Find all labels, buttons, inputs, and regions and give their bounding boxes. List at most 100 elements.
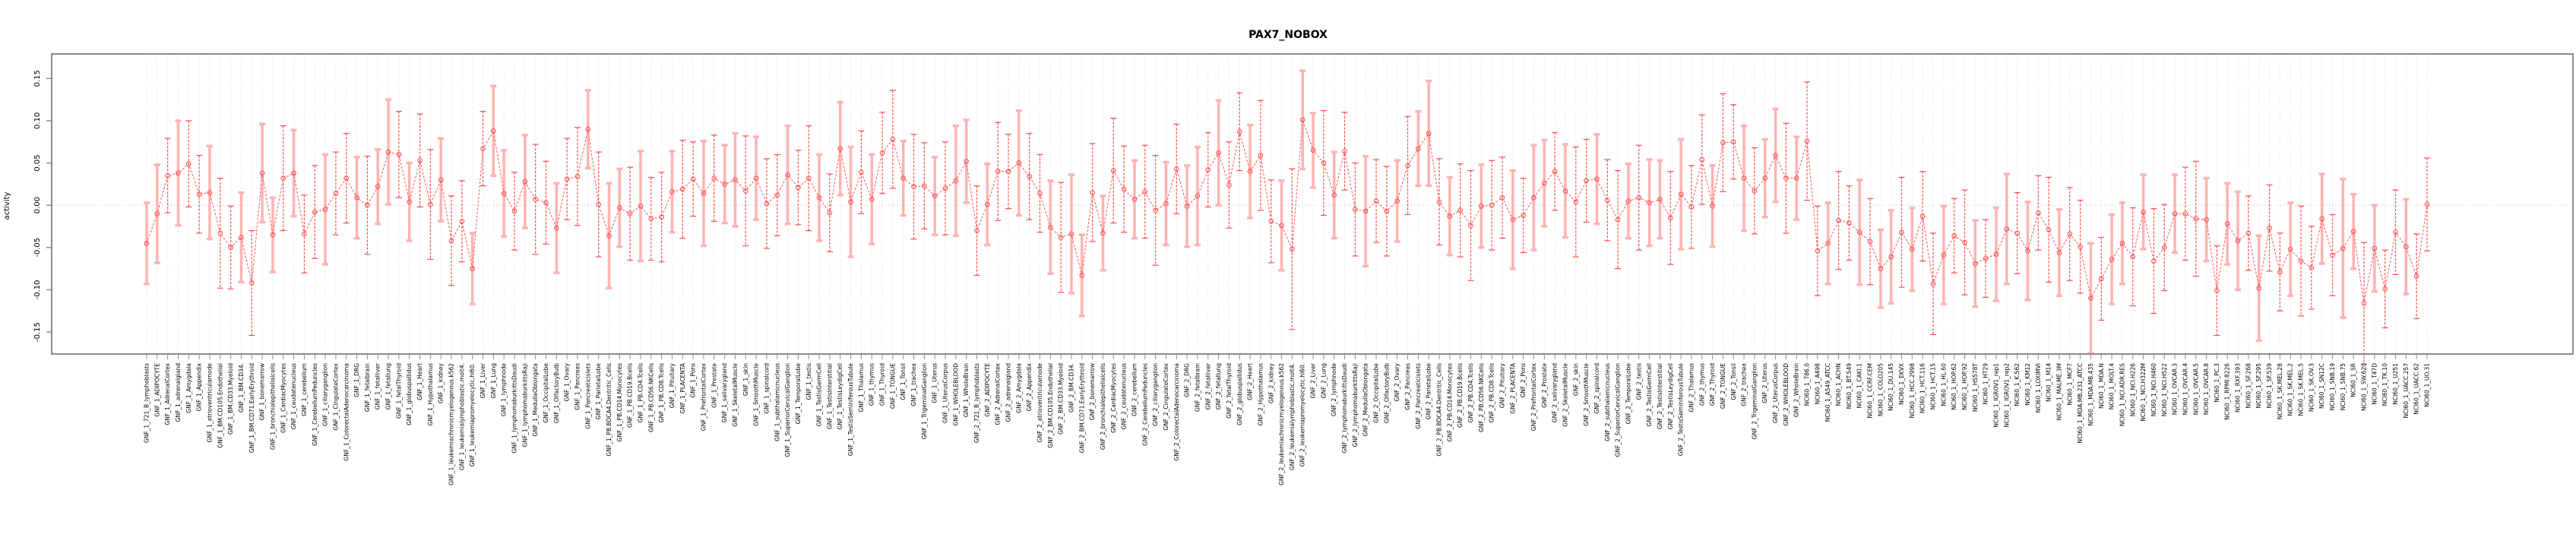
- error-bar: [1499, 157, 1506, 239]
- error-bar: [595, 151, 602, 258]
- data-point: [2046, 227, 2052, 232]
- x-category-label: NCI60_1_RXF.393: [2235, 363, 2242, 413]
- error-bar: [1152, 154, 1159, 266]
- data-point: [428, 201, 433, 207]
- x-category-label: GNF_2_bronchialepithelialcells: [1100, 363, 1106, 450]
- x-category-label: NCI60_1_OVCAR.8: [2203, 363, 2210, 415]
- data-point: [2403, 244, 2409, 250]
- x-category-label: NCI60_1_CAKI.1: [1856, 363, 1863, 409]
- x-category-label: GNF_2_Heart: [1247, 363, 1254, 400]
- error-bar: [1688, 165, 1695, 249]
- x-category-label: GNF_1_BM.CD105.Endothelial: [217, 363, 223, 448]
- y-tick-label: -0.15: [33, 322, 42, 342]
- error-bar: [574, 127, 581, 226]
- data-point: [1699, 157, 1705, 163]
- data-point: [669, 189, 675, 194]
- x-category-label: GNF_1_leukemialymphoblastic.molt4.: [458, 363, 465, 470]
- x-category-label: GNF_2_leukemialymphoblastic.molt4.: [1289, 363, 1296, 470]
- data-point: [859, 169, 864, 175]
- data-point: [354, 194, 359, 201]
- error-bar: [1320, 109, 1327, 217]
- x-category-label: GNF_1_Heart: [416, 363, 423, 400]
- x-category-label: NCI60_1_EKVX: [1898, 363, 1905, 405]
- x-category-label: NCI60_1_MDA.MB.231_ATCC: [2077, 363, 2084, 444]
- data-point: [1426, 131, 1432, 136]
- data-point: [1762, 175, 1768, 181]
- data-point: [911, 184, 916, 190]
- data-point: [2424, 201, 2430, 207]
- error-bar: [1352, 162, 1359, 257]
- x-category-label: GNF_1_ADIPOCYTE: [153, 363, 160, 417]
- data-point: [1783, 175, 1789, 181]
- x-category-label: GNF_1_cerebellum: [301, 363, 308, 416]
- data-point: [1184, 203, 1190, 209]
- data-point: [1521, 213, 1527, 218]
- data-point: [701, 191, 707, 196]
- data-point: [1090, 190, 1096, 195]
- data-point: [2193, 216, 2199, 222]
- x-category-label: NCI60_1_SNB.19: [2329, 363, 2336, 411]
- data-point: [922, 183, 927, 188]
- error-bar: [690, 141, 697, 217]
- data-point: [2035, 210, 2041, 216]
- x-category-label: GNF_2_ADIPOCYTE: [984, 363, 991, 417]
- x-category-label: GNF_1_Thyroid: [879, 363, 886, 406]
- x-category-label: NCI60_1_HCT.116: [1919, 363, 1926, 413]
- data-point: [2004, 226, 2010, 232]
- x-category-label: GNF_1_Pons: [690, 363, 697, 398]
- data-point: [796, 185, 801, 191]
- data-point: [1005, 169, 1011, 175]
- x-category-label: NCI60_1_A549_ATCC: [1824, 363, 1831, 422]
- x-category-label: NCI60_1_CCRF.CEM: [1867, 363, 1874, 419]
- x-axis-labels: GNF_1_721_B_lymphoblasts GNF_1_ADIPOCYTE G…: [144, 354, 2431, 485]
- x-category-label: GNF_2_OccipitalLobe: [1373, 363, 1380, 423]
- data-point: [1079, 273, 1085, 278]
- x-category-label: GNF_2_fetalThyroid: [1226, 363, 1233, 419]
- x-category-label: GNF_2_globuspallidus: [1236, 363, 1243, 425]
- x-category-label: NCI60_1_OVCAR.4: [2182, 363, 2188, 415]
- x-category-label: GNF_1_CardiacMyocytes: [280, 363, 286, 433]
- x-category-label: GNF_1_ParietalLobe: [595, 363, 602, 420]
- error-bar: [543, 160, 549, 245]
- error-bar: [1005, 134, 1012, 210]
- x-category-label: GNF_1_WholeBrain: [963, 363, 970, 417]
- error-bar: [1678, 138, 1685, 251]
- error-bar: [196, 154, 203, 234]
- data-point: [1836, 217, 1841, 223]
- x-category-label: GNF_2_Pancreas: [1404, 363, 1411, 410]
- error-bar: [395, 111, 402, 198]
- data-point: [2067, 231, 2073, 237]
- data-point: [2130, 254, 2136, 260]
- x-category-label: GNF_1_caudatenucleus: [290, 363, 297, 429]
- x-category-label: GNF_1_PB.CD4.Tcells: [637, 363, 644, 422]
- x-category-label: GNF_1_Tonsil: [900, 363, 907, 400]
- data-point: [2393, 229, 2398, 236]
- data-point: [2350, 229, 2356, 235]
- x-category-label: NCI60_1_A498: [1814, 363, 1821, 405]
- data-point: [1878, 266, 1884, 271]
- data-point: [1793, 175, 1799, 181]
- error-bar: [889, 90, 896, 189]
- x-category-label: NCI60_1_T47D: [2371, 363, 2378, 405]
- error-bar: [2035, 175, 2042, 251]
- x-category-label: NCI60_1_PC.3: [2214, 363, 2220, 403]
- data-point: [753, 175, 759, 181]
- x-category-label: NCI60_1_MOLT.4: [2109, 363, 2116, 409]
- data-point: [2309, 265, 2315, 270]
- data-point: [1730, 139, 1736, 145]
- data-point: [2340, 245, 2346, 251]
- data-point: [837, 146, 843, 151]
- x-category-label: GNF_1_trachea: [910, 363, 917, 406]
- x-category-label: GNF_2_BM.CD105.Endothelial: [1047, 363, 1054, 448]
- y-axis-ticks: 0.15 0.10 0.05 0.00 -0.05 -0.10 -0.15: [33, 70, 52, 342]
- data-point: [1983, 255, 1989, 261]
- error-bar: [416, 113, 423, 207]
- x-category-label: NCI60_1_NCI.ADR.RES: [2119, 363, 2125, 427]
- data-point: [1195, 193, 1201, 199]
- data-point: [1489, 202, 1495, 208]
- x-category-label: GNF_2_PB.CD4.Tcells: [1467, 363, 1474, 422]
- error-bar: [385, 98, 392, 206]
- data-point: [2151, 258, 2157, 264]
- x-category-label: GNF_2_BM.CD71.EarlyErythroid: [1078, 363, 1085, 453]
